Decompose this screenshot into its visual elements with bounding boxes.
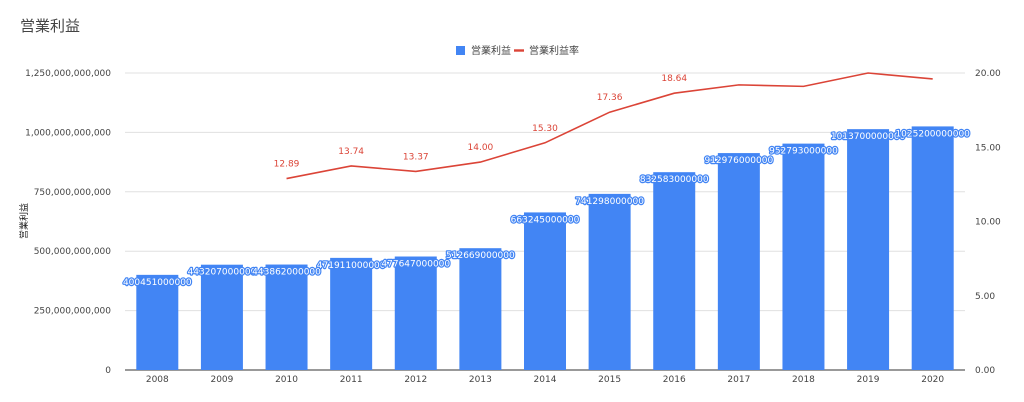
bar-data-label: 512669000000 <box>446 251 515 261</box>
y-axis-left: 0 250,000,000,000 500,000,000,000 750,000,0… <box>25 69 111 376</box>
line-data-label: 17.36 <box>597 93 623 103</box>
bar <box>588 193 631 370</box>
y2-tick-label: 0.00 <box>975 366 995 376</box>
y-tick-label: 1,250,000,000,000 <box>25 69 111 79</box>
x-tick-label: 2015 <box>598 375 621 385</box>
bar-data-label: 952793000000 <box>769 147 838 157</box>
line-data-label: 18.64 <box>661 74 687 84</box>
bar <box>653 172 696 370</box>
line-data-labels: 12.89 13.74 13.37 14.00 15.30 17.36 18.64 <box>274 74 688 169</box>
line-series <box>286 72 933 180</box>
x-tick-label: 2020 <box>921 375 944 385</box>
chart-title: 営業利益 <box>20 17 80 35</box>
bar <box>136 274 179 370</box>
bar <box>847 129 890 370</box>
x-tick-label: 2019 <box>857 375 880 385</box>
line-data-label: 15.30 <box>532 124 558 134</box>
bar-data-label: 400451000000 <box>123 278 192 288</box>
legend-label-bar: 営業利益 <box>471 44 511 57</box>
bar <box>200 264 243 370</box>
bar-data-label: 912976000000 <box>704 156 773 166</box>
y2-tick-label: 15.00 <box>975 143 1001 153</box>
y-axis-title: 営業利益 <box>18 203 30 239</box>
x-tick-label: 2011 <box>340 375 363 385</box>
legend-swatch-bar <box>456 46 465 55</box>
bar-series <box>136 126 954 371</box>
x-tick-label: 2018 <box>792 375 815 385</box>
bar-data-label: 471911000000 <box>317 261 386 271</box>
x-tick-label: 2013 <box>469 375 492 385</box>
x-tick-label: 2008 <box>146 375 169 385</box>
bar-data-label: 663245000000 <box>511 215 580 225</box>
x-tick-label: 2017 <box>727 375 750 385</box>
y-tick-label: 750,000,000,000 <box>34 188 112 198</box>
bar <box>265 264 308 370</box>
bar <box>782 143 825 370</box>
bar <box>394 256 437 370</box>
bar-data-labels: 4004510000004432070000004438620000004719… <box>122 128 972 289</box>
legend: 営業利益 営業利益率 <box>456 44 579 57</box>
y2-tick-label: 10.00 <box>975 218 1001 228</box>
bar-data-label: 1013700000000 <box>831 132 906 142</box>
bar <box>330 257 373 370</box>
bar-data-label: 1025200000000 <box>895 129 970 139</box>
bar-data-label: 741298000000 <box>575 197 644 207</box>
legend-label-line: 営業利益率 <box>529 44 579 57</box>
bar-data-label: 443207000000 <box>188 268 257 278</box>
bar <box>911 126 954 371</box>
bar-data-label: 477647000000 <box>381 260 450 270</box>
y2-tick-label: 5.00 <box>975 292 995 302</box>
x-tick-label: 2010 <box>275 375 298 385</box>
bar <box>459 248 502 370</box>
y-axis-right: 0.00 5.00 10.00 15.00 20.00 <box>975 69 1001 376</box>
x-axis: 2008 2009 2010 2011 2012 2013 2014 2015 2016 2017… <box>146 375 945 385</box>
x-tick-label: 2014 <box>534 375 557 385</box>
y-tick-label: 1,000,000,000,000 <box>25 128 111 138</box>
y-tick-label: 500,000,000,000 <box>34 247 112 257</box>
line-data-label: 13.74 <box>338 147 364 157</box>
line-data-label: 14.00 <box>468 143 494 153</box>
x-tick-label: 2012 <box>404 375 427 385</box>
line-data-label: 13.37 <box>403 152 429 162</box>
bar <box>524 212 566 370</box>
line-data-label: 12.89 <box>274 160 300 170</box>
bar-data-label: 832583000000 <box>640 175 709 185</box>
line-path <box>286 72 933 180</box>
y2-tick-label: 20.00 <box>975 69 1001 79</box>
bar-data-label: 443862000000 <box>252 268 321 278</box>
y-tick-label: 250,000,000,000 <box>34 307 112 317</box>
x-tick-label: 2009 <box>210 375 233 385</box>
x-tick-label: 2016 <box>663 375 686 385</box>
bar <box>717 153 760 370</box>
y-tick-label: 0 <box>105 366 111 376</box>
